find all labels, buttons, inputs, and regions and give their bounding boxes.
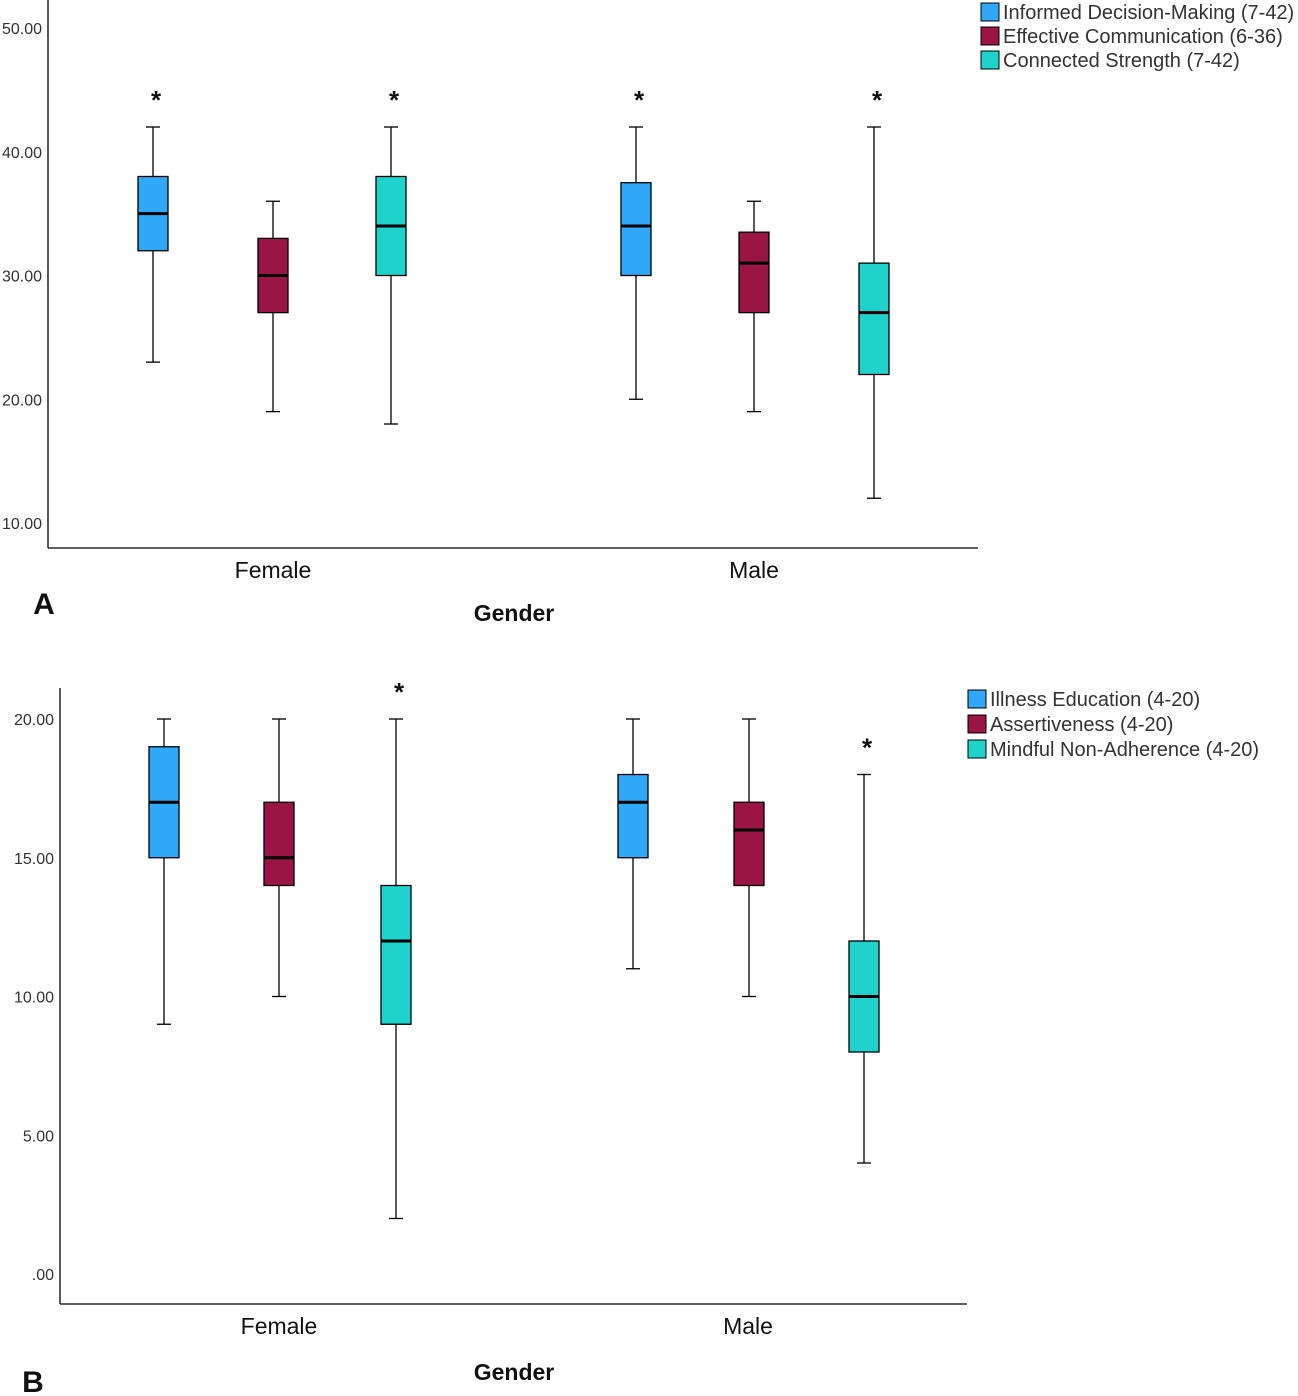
- iqr-box: [620, 182, 652, 277]
- significance-marker: *: [862, 733, 873, 763]
- y-tick-label: 10.00: [2, 516, 42, 533]
- legend: Illness Education (4-20) Assertiveness (4…: [967, 689, 1259, 761]
- y-tick-label: 50.00: [2, 21, 42, 38]
- significance-marker: *: [394, 677, 405, 707]
- y-tick-label: 20.00: [14, 712, 54, 729]
- legend-swatch: [980, 2, 1000, 22]
- y-tick-label: 15.00: [14, 851, 54, 868]
- y-tick-label: .00: [32, 1267, 54, 1284]
- legend-label: Connected Strength (7-42): [1003, 50, 1240, 72]
- boxplot-box: [263, 718, 295, 998]
- significance-marker: *: [151, 85, 162, 115]
- iqr-box: [733, 801, 765, 887]
- legend-swatch: [967, 689, 987, 709]
- y-tick-label: 40.00: [2, 145, 42, 162]
- legend-label: Mindful Non-Adherence (4-20): [990, 739, 1259, 761]
- x-category-label: Female: [241, 1313, 318, 1339]
- x-category-label: Male: [729, 557, 779, 583]
- legend: Informed Decision-Making (7-42)Effective…: [980, 2, 1294, 72]
- x-category-label: Female: [235, 557, 312, 583]
- iqr-box: [858, 262, 890, 376]
- iqr-box: [263, 801, 295, 887]
- significance-marker: *: [634, 85, 645, 115]
- x-axis-title: Gender: [474, 600, 555, 626]
- legend-swatch: [980, 50, 1000, 70]
- x-category-label: Male: [723, 1313, 773, 1339]
- boxplot-box: [738, 200, 770, 413]
- y-tick-label: 5.00: [23, 1128, 54, 1145]
- legend-label: Effective Communication (6-36): [1003, 26, 1283, 48]
- x-axis-title: Gender: [474, 1359, 555, 1385]
- boxplot-box: *: [137, 85, 169, 363]
- legend-swatch: [967, 739, 987, 759]
- significance-marker: *: [872, 85, 883, 115]
- significance-marker: *: [389, 85, 400, 115]
- boxplot-box: *: [858, 85, 890, 499]
- boxplot-box: *: [848, 733, 880, 1164]
- boxplot-box: *: [620, 85, 652, 400]
- boxplot-box: *: [375, 85, 407, 425]
- boxplot-box: *: [380, 677, 412, 1220]
- panel-label: A: [33, 588, 55, 621]
- boxplot-box: [617, 718, 649, 970]
- y-tick-label: 10.00: [14, 990, 54, 1007]
- iqr-box: [617, 773, 649, 859]
- y-tick-label: 30.00: [2, 269, 42, 286]
- iqr-box: [380, 884, 412, 1025]
- legend-label: Illness Education (4-20): [990, 689, 1200, 711]
- boxplot-box: [148, 718, 180, 1025]
- legend-swatch: [967, 714, 987, 734]
- panel-label: B: [22, 1366, 44, 1396]
- boxplot-box: [733, 718, 765, 998]
- legend-label: Assertiveness (4-20): [990, 714, 1173, 736]
- legend-swatch: [980, 26, 1000, 46]
- y-tick-label: 20.00: [2, 392, 42, 409]
- legend-label: Informed Decision-Making (7-42): [1003, 2, 1294, 24]
- boxplot-box: [257, 200, 289, 413]
- iqr-box: [738, 231, 770, 314]
